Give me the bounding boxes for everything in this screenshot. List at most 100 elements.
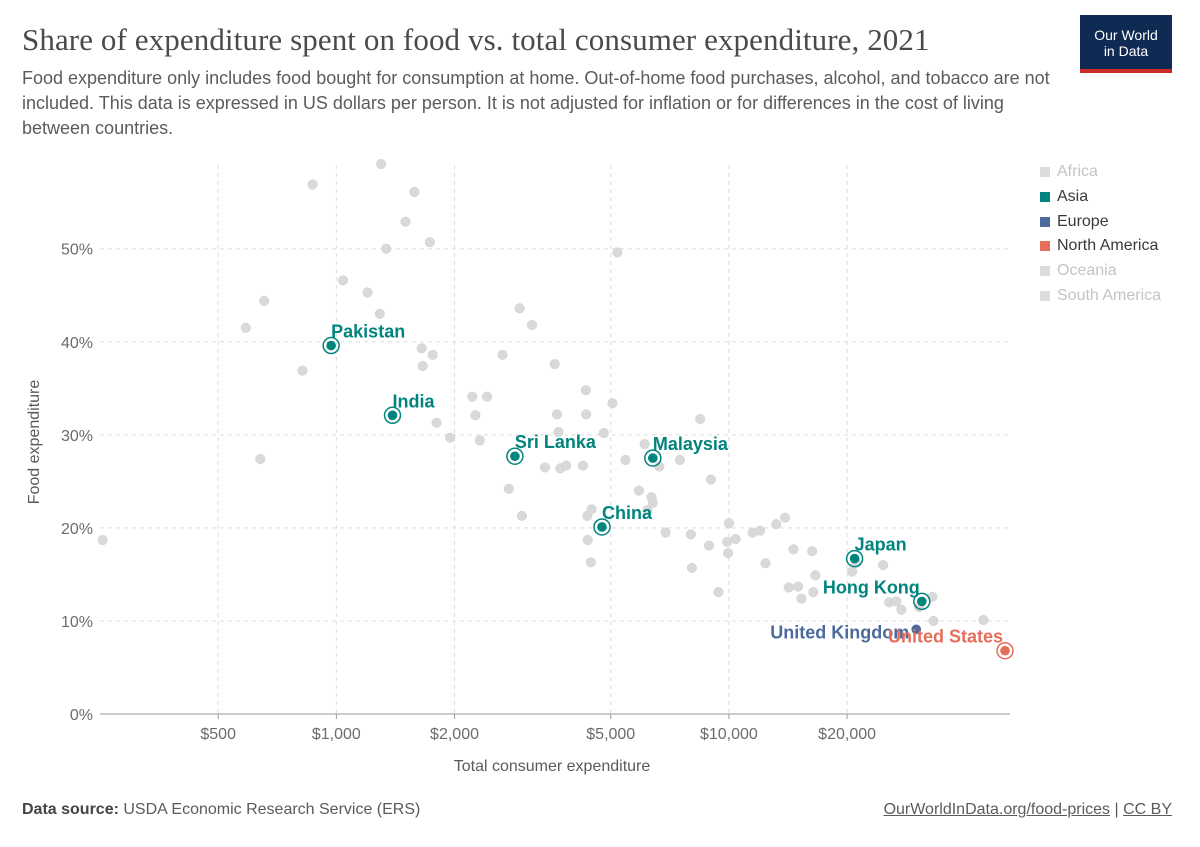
scatter-point[interactable]: [896, 604, 907, 615]
scatter-point[interactable]: [807, 546, 818, 557]
point-label[interactable]: Hong Kong: [823, 577, 920, 597]
scatter-point[interactable]: [978, 614, 989, 626]
scatter-point[interactable]: [376, 159, 387, 170]
point-label[interactable]: Pakistan: [331, 322, 405, 342]
scatter-point[interactable]: [686, 562, 697, 573]
scatter-point[interactable]: [607, 398, 618, 409]
scatter-point[interactable]: [553, 427, 564, 438]
scatter-point[interactable]: [516, 510, 527, 521]
scatter-point[interactable]: [713, 587, 724, 598]
highlighted-point[interactable]: [648, 453, 658, 463]
highlighted-point[interactable]: [597, 522, 607, 532]
scatter-point[interactable]: [695, 413, 706, 425]
scatter-point[interactable]: [722, 536, 733, 547]
scatter-point[interactable]: [580, 385, 591, 396]
scatter-point[interactable]: [374, 308, 385, 319]
highlighted-point[interactable]: [387, 410, 398, 421]
scatter-point[interactable]: [539, 462, 551, 473]
legend-item[interactable]: Africa: [1040, 160, 1161, 185]
scatter-point[interactable]: [424, 237, 435, 248]
scatter-point[interactable]: [891, 596, 902, 607]
scatter-point[interactable]: [503, 483, 514, 494]
scatter-point[interactable]: [642, 505, 653, 516]
scatter-point[interactable]: [577, 460, 589, 471]
scatter-point[interactable]: [647, 497, 658, 508]
scatter-point[interactable]: [723, 547, 734, 559]
scatter-point[interactable]: [674, 454, 685, 466]
scatter-point[interactable]: [337, 275, 349, 286]
point-label[interactable]: Sri Lanka: [515, 432, 597, 452]
scatter-point[interactable]: [586, 504, 597, 515]
scatter-point[interactable]: [730, 534, 741, 545]
scatter-point[interactable]: [259, 295, 270, 306]
point-label[interactable]: United Kingdom: [770, 622, 909, 642]
scatter-point[interactable]: [771, 519, 782, 530]
scatter-point[interactable]: [810, 570, 821, 581]
scatter-point[interactable]: [581, 409, 592, 420]
scatter-point[interactable]: [417, 360, 428, 372]
scatter-point[interactable]: [474, 435, 485, 446]
scatter-point[interactable]: [307, 179, 318, 190]
owid-logo[interactable]: Our World in Data: [1080, 15, 1172, 73]
scatter-point[interactable]: [97, 534, 108, 546]
scatter-point[interactable]: [416, 343, 427, 354]
scatter-point[interactable]: [481, 391, 493, 402]
scatter-point[interactable]: [760, 558, 771, 569]
scatter-point[interactable]: [685, 529, 696, 540]
scatter-point[interactable]: [255, 453, 266, 465]
scatter-point[interactable]: [723, 518, 734, 529]
scatter-point[interactable]: [582, 534, 593, 546]
scatter-point[interactable]: [514, 303, 525, 314]
scatter-point[interactable]: [780, 512, 791, 523]
scatter-point[interactable]: [431, 417, 442, 428]
scatter-point[interactable]: [612, 247, 623, 258]
scatter-point[interactable]: [705, 474, 717, 485]
scatter-point[interactable]: [792, 581, 804, 592]
scatter-point[interactable]: [598, 427, 609, 439]
scatter-point[interactable]: [297, 365, 308, 376]
scatter-point[interactable]: [561, 460, 572, 471]
highlighted-point[interactable]: [849, 553, 860, 564]
license-link[interactable]: CC BY: [1123, 801, 1172, 818]
scatter-point[interactable]: [470, 410, 481, 421]
scatter-point[interactable]: [796, 593, 807, 604]
scatter-point[interactable]: [660, 527, 671, 538]
scatter-point[interactable]: [585, 557, 596, 568]
scatter-point[interactable]: [526, 319, 538, 331]
scatter-point[interactable]: [497, 349, 508, 360]
highlighted-point[interactable]: [1000, 645, 1010, 656]
scatter-point[interactable]: [549, 359, 560, 370]
highlighted-point[interactable]: [510, 451, 520, 462]
point-label[interactable]: India: [392, 391, 435, 411]
scatter-point[interactable]: [362, 287, 373, 298]
legend-item[interactable]: Europe: [1040, 209, 1161, 234]
scatter-point[interactable]: [847, 566, 858, 577]
point-label[interactable]: Japan: [855, 535, 907, 555]
legend-item[interactable]: North America: [1040, 234, 1161, 259]
scatter-point[interactable]: [783, 582, 794, 593]
legend-item[interactable]: Oceania: [1040, 259, 1161, 284]
point-label[interactable]: China: [602, 503, 653, 523]
point-label[interactable]: United States: [888, 627, 1003, 647]
legend-item[interactable]: South America: [1040, 283, 1161, 308]
scatter-point[interactable]: [808, 587, 819, 598]
scatter-point[interactable]: [381, 243, 392, 254]
scatter-point[interactable]: [552, 409, 563, 420]
scatter-point[interactable]: [754, 525, 766, 536]
scatter-point[interactable]: [704, 540, 715, 551]
scatter-point[interactable]: [620, 454, 631, 466]
legend-item[interactable]: Asia: [1040, 185, 1161, 210]
highlighted-point[interactable]: [911, 624, 922, 635]
highlighted-point[interactable]: [326, 340, 336, 351]
scatter-point[interactable]: [878, 560, 889, 571]
scatter-point[interactable]: [928, 615, 939, 626]
scatter-point[interactable]: [639, 439, 650, 450]
scatter-point[interactable]: [409, 186, 420, 198]
scatter-point[interactable]: [427, 349, 438, 360]
scatter-point[interactable]: [788, 544, 799, 555]
scatter-point[interactable]: [240, 322, 251, 333]
scatter-point[interactable]: [633, 485, 645, 496]
point-label[interactable]: Malaysia: [653, 434, 729, 454]
scatter-point[interactable]: [445, 432, 456, 443]
scatter-point[interactable]: [467, 391, 478, 402]
